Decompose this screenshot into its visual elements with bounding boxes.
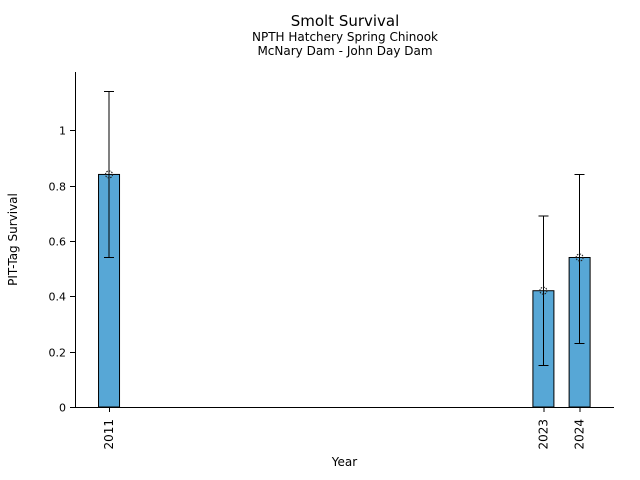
estimate-marker xyxy=(104,170,114,179)
y-tick-label: 0.8 xyxy=(49,181,67,194)
x-tick-label: 2024 xyxy=(573,419,587,450)
chart-title: Smolt Survival xyxy=(290,12,400,30)
estimate-marker xyxy=(575,253,584,262)
chart-subtitle-line1: NPTH Hatchery Spring Chinook xyxy=(252,30,438,44)
chart-subtitle-line2: McNary Dam - John Day Dam xyxy=(257,44,433,58)
y-tick-label: 0.2 xyxy=(49,347,67,360)
x-tick-label: 2023 xyxy=(536,419,550,450)
y-tick-label: 1 xyxy=(59,125,66,138)
x-axis-label: Year xyxy=(331,455,357,469)
y-tick-label: 0 xyxy=(59,402,66,415)
y-axis-label: PIT-Tag Survival xyxy=(6,193,20,286)
y-tick-label: 0.4 xyxy=(49,291,67,304)
estimate-marker xyxy=(539,286,548,295)
y-tick-label: 0.6 xyxy=(49,236,67,249)
x-tick-label: 2011 xyxy=(102,419,116,450)
